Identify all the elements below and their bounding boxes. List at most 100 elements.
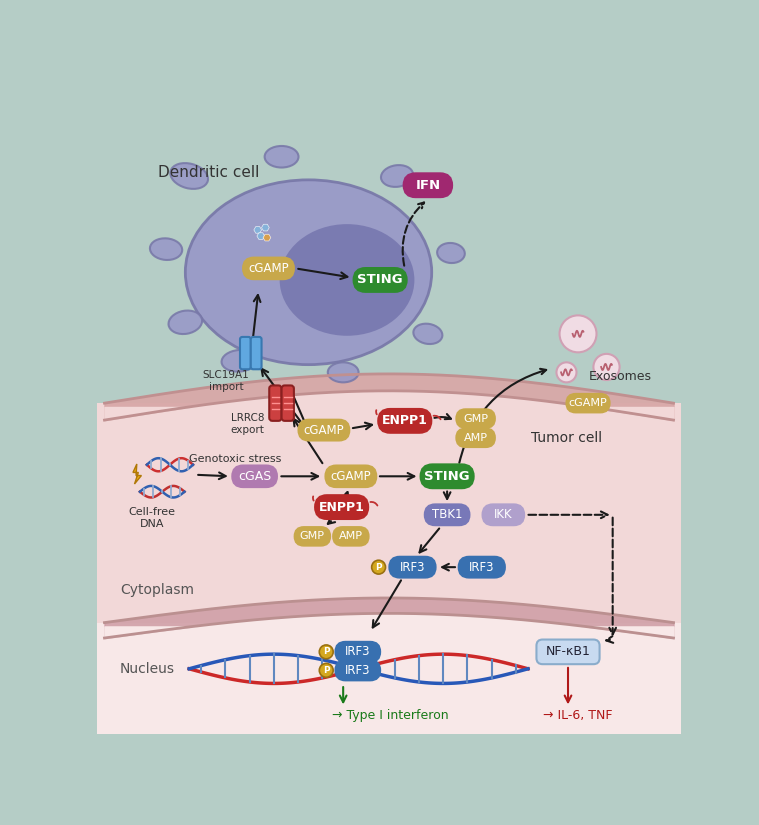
Text: Tumor cell: Tumor cell — [531, 431, 602, 445]
Text: GMP: GMP — [300, 531, 325, 541]
Ellipse shape — [437, 243, 465, 263]
Bar — [97, 403, 682, 734]
Text: → Type I interferon: → Type I interferon — [332, 709, 449, 722]
Ellipse shape — [170, 163, 208, 189]
Ellipse shape — [265, 146, 298, 167]
Polygon shape — [262, 224, 269, 231]
FancyArrowPatch shape — [253, 295, 260, 341]
Text: IRF3: IRF3 — [469, 561, 495, 573]
Text: IFN: IFN — [415, 179, 440, 191]
Polygon shape — [257, 233, 265, 239]
FancyBboxPatch shape — [326, 465, 376, 487]
FancyBboxPatch shape — [354, 268, 406, 291]
Ellipse shape — [222, 350, 257, 371]
Circle shape — [372, 560, 386, 574]
Text: cGAMP: cGAMP — [568, 398, 607, 408]
Text: cGAMP: cGAMP — [331, 469, 371, 483]
FancyBboxPatch shape — [483, 504, 524, 526]
Text: AMP: AMP — [464, 433, 487, 443]
FancyArrowPatch shape — [609, 517, 616, 634]
FancyArrowPatch shape — [444, 492, 450, 499]
Text: Dendritic cell: Dendritic cell — [158, 165, 259, 180]
Text: cGAS: cGAS — [238, 469, 271, 483]
FancyArrowPatch shape — [373, 580, 401, 628]
FancyArrowPatch shape — [328, 517, 335, 524]
FancyArrowPatch shape — [565, 667, 572, 702]
FancyBboxPatch shape — [379, 409, 431, 432]
Bar — [97, 623, 682, 734]
FancyArrowPatch shape — [420, 529, 439, 553]
Polygon shape — [263, 234, 271, 241]
Text: ENPP1: ENPP1 — [319, 501, 364, 514]
FancyArrowPatch shape — [294, 419, 323, 463]
FancyArrowPatch shape — [459, 369, 546, 463]
FancyBboxPatch shape — [421, 464, 474, 488]
Text: P: P — [323, 648, 329, 657]
Ellipse shape — [414, 323, 442, 344]
FancyArrowPatch shape — [434, 414, 451, 419]
Text: IRF3: IRF3 — [345, 645, 370, 658]
FancyBboxPatch shape — [243, 257, 294, 279]
Text: IRF3: IRF3 — [345, 664, 370, 676]
FancyBboxPatch shape — [425, 504, 470, 526]
FancyBboxPatch shape — [269, 385, 282, 421]
Circle shape — [320, 645, 333, 659]
FancyArrowPatch shape — [198, 473, 225, 479]
Circle shape — [559, 315, 597, 352]
FancyBboxPatch shape — [282, 385, 294, 421]
FancyArrowPatch shape — [380, 473, 414, 479]
Circle shape — [556, 362, 577, 382]
Text: Genotoxic stress: Genotoxic stress — [189, 454, 282, 464]
Text: AMP: AMP — [339, 531, 363, 541]
Text: IKK: IKK — [494, 508, 512, 521]
Text: Exosomes: Exosomes — [589, 370, 652, 383]
Polygon shape — [133, 464, 141, 484]
Text: Cytoplasm: Cytoplasm — [120, 583, 194, 597]
Text: Nucleus: Nucleus — [120, 662, 175, 676]
FancyBboxPatch shape — [537, 639, 600, 664]
FancyArrowPatch shape — [402, 202, 424, 266]
FancyBboxPatch shape — [335, 660, 380, 681]
Ellipse shape — [150, 238, 182, 260]
Polygon shape — [254, 227, 262, 233]
Ellipse shape — [328, 362, 358, 382]
FancyArrowPatch shape — [343, 492, 348, 498]
FancyBboxPatch shape — [404, 174, 452, 197]
Text: → IL-6, TNF: → IL-6, TNF — [543, 709, 613, 722]
Text: STING: STING — [357, 273, 403, 286]
Text: STING: STING — [424, 469, 470, 483]
FancyBboxPatch shape — [298, 420, 349, 441]
FancyArrowPatch shape — [298, 269, 348, 279]
Text: SLC19A1
import: SLC19A1 import — [203, 370, 250, 392]
Text: GMP: GMP — [463, 413, 488, 423]
FancyBboxPatch shape — [333, 527, 369, 545]
Ellipse shape — [279, 224, 414, 336]
Text: Cell-free
DNA: Cell-free DNA — [129, 507, 176, 529]
Ellipse shape — [381, 165, 413, 187]
FancyBboxPatch shape — [250, 337, 262, 370]
Text: P: P — [323, 666, 329, 675]
FancyBboxPatch shape — [456, 409, 495, 428]
Text: TBK1: TBK1 — [432, 508, 462, 521]
FancyArrowPatch shape — [262, 369, 305, 428]
Text: P: P — [375, 563, 382, 572]
Text: IRF3: IRF3 — [400, 561, 425, 573]
FancyArrowPatch shape — [353, 422, 372, 429]
Text: ENPP1: ENPP1 — [382, 414, 428, 427]
Ellipse shape — [168, 310, 202, 334]
Circle shape — [594, 354, 619, 380]
FancyArrowPatch shape — [292, 393, 309, 431]
FancyBboxPatch shape — [240, 337, 250, 370]
FancyBboxPatch shape — [294, 527, 330, 545]
FancyBboxPatch shape — [458, 557, 505, 577]
FancyBboxPatch shape — [316, 496, 368, 519]
FancyArrowPatch shape — [606, 636, 613, 643]
FancyArrowPatch shape — [528, 512, 607, 518]
Text: LRRC8
export: LRRC8 export — [231, 413, 265, 435]
FancyArrowPatch shape — [340, 687, 347, 702]
FancyBboxPatch shape — [335, 642, 380, 662]
Ellipse shape — [185, 180, 432, 365]
Circle shape — [320, 663, 333, 677]
FancyBboxPatch shape — [232, 465, 277, 487]
FancyBboxPatch shape — [566, 394, 609, 412]
